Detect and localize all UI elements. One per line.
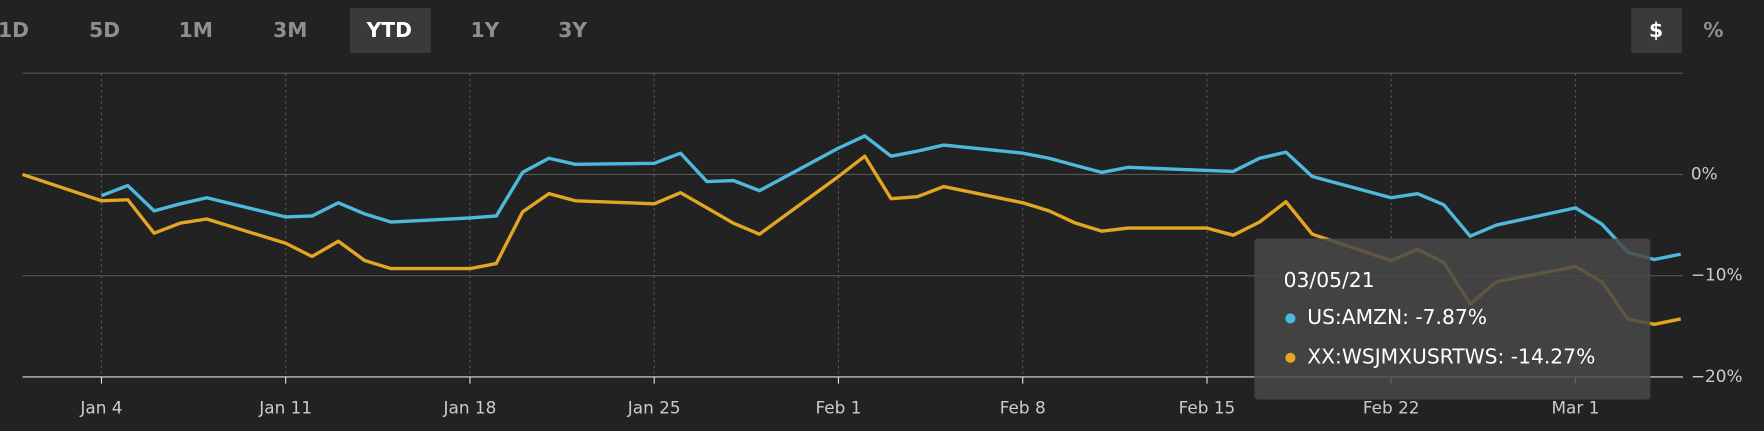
unit-button[interactable]: %: [1703, 18, 1723, 42]
x-tick-label: Feb 15: [1179, 397, 1236, 417]
series-line: [100, 134, 1682, 262]
range-button[interactable]: 1D: [0, 18, 29, 42]
y-tick-label: 0%: [1691, 163, 1718, 183]
grid: 0% −10% −20% Jan 4 Jan 11 Jan 18 Jan 25 Feb 1 Fe…: [22, 73, 1743, 417]
tooltip: 03/05/21 US:AMZN: -7.87% XX:WSJMXUSRTWS:…: [1254, 238, 1651, 400]
range-button[interactable]: 1M: [179, 18, 213, 42]
range-button[interactable]: 5D: [89, 18, 120, 42]
unit-button-bg[interactable]: [1631, 7, 1682, 53]
x-tick-label: Jan 25: [627, 397, 681, 417]
range-button[interactable]: 3Y: [558, 18, 587, 42]
x-tick-label: Jan 4: [79, 397, 122, 417]
toolbar: 1D 5D 1M 3M YTD 1Y 3Y $%: [0, 7, 1724, 53]
range-button-bg[interactable]: [349, 7, 431, 53]
unit-button[interactable]: $: [1649, 18, 1663, 42]
x-tick-label: Mar 1: [1552, 397, 1600, 417]
x-tick-label: Jan 11: [258, 397, 312, 417]
tooltip-title: 03/05/21: [1284, 268, 1375, 292]
range-button[interactable]: YTD: [366, 18, 412, 42]
tooltip-box: [1254, 238, 1651, 400]
range-button[interactable]: 3M: [273, 18, 307, 42]
tooltip-dot: [1285, 352, 1296, 363]
tooltip-line: US:AMZN: -7.87%: [1307, 305, 1487, 329]
range-button[interactable]: 1Y: [470, 18, 499, 42]
x-tick-label: Jan 18: [443, 397, 497, 417]
tooltip-dot: [1285, 313, 1296, 324]
x-tick-label: Feb 8: [1000, 397, 1046, 417]
y-tick-label: −10%: [1691, 265, 1743, 285]
y-tick-label: −20%: [1691, 366, 1743, 386]
x-tick-label: Feb 22: [1363, 397, 1420, 417]
x-tick-label: Feb 1: [815, 397, 861, 417]
tooltip-line: XX:WSJMXUSRTWS: -14.27%: [1307, 344, 1595, 368]
